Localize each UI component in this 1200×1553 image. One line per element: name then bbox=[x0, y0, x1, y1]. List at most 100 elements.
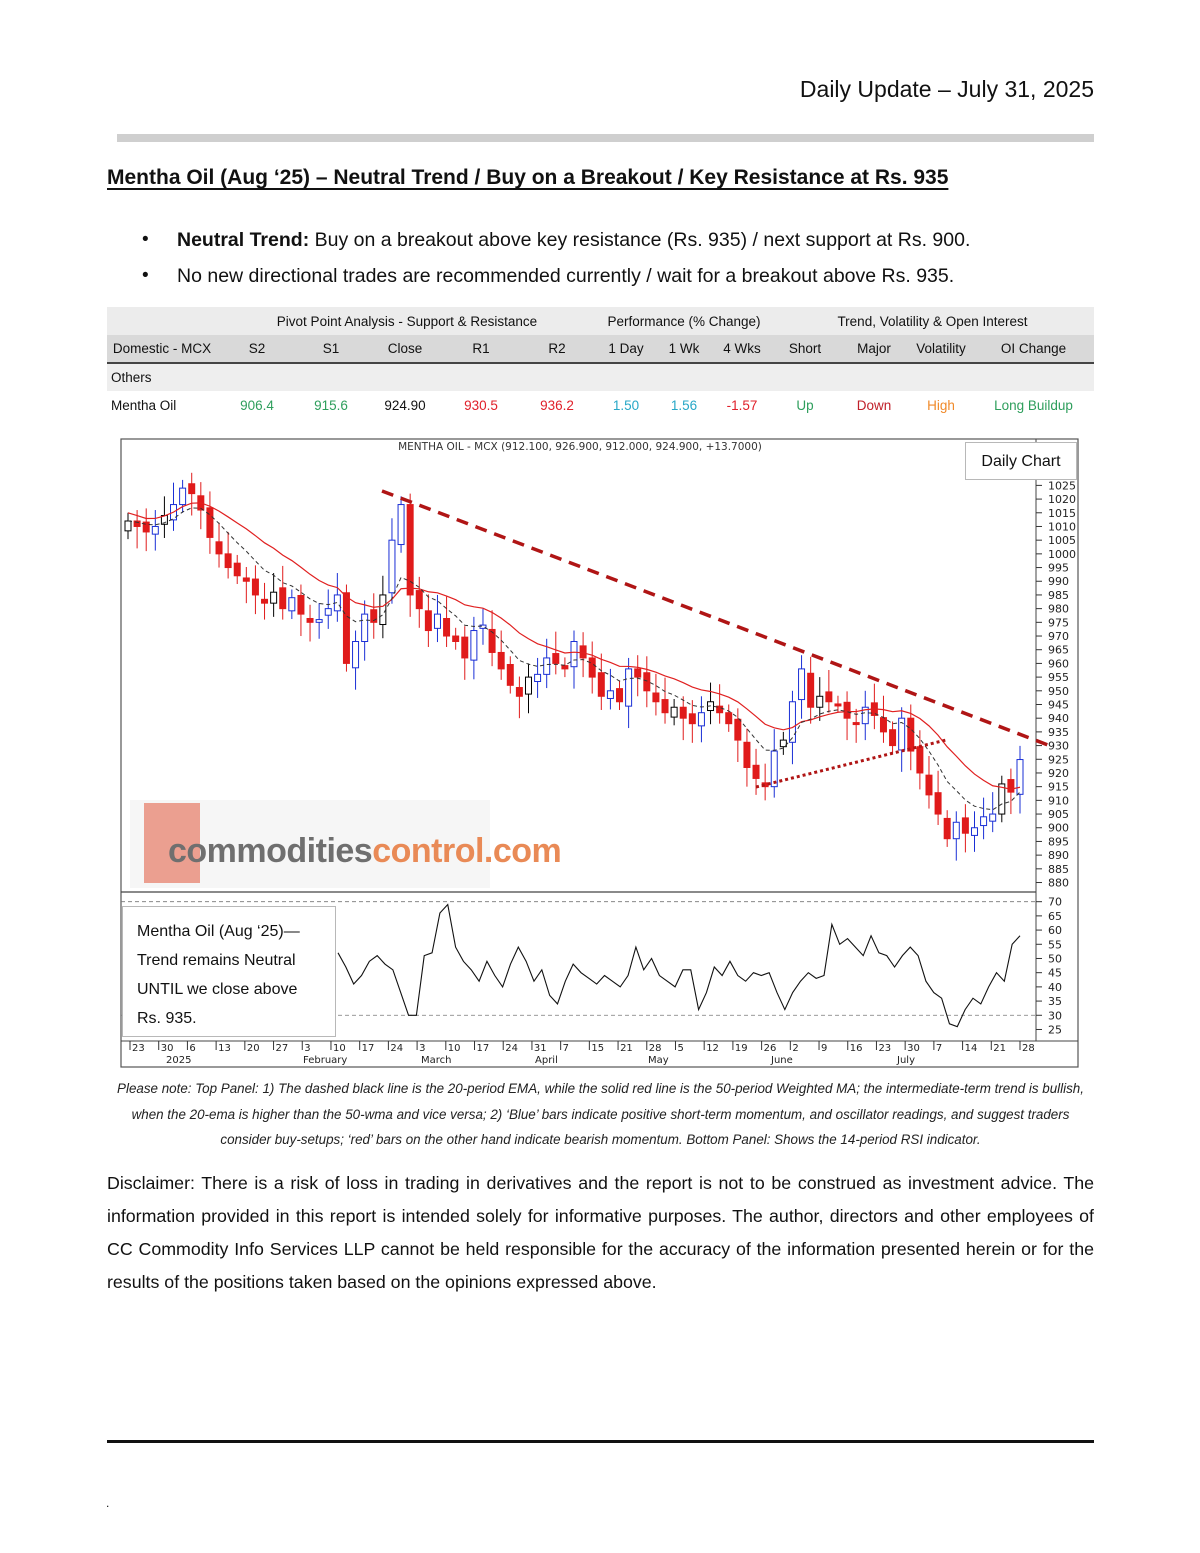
candle-body bbox=[643, 672, 651, 692]
price-tick-label: 980 bbox=[1048, 603, 1069, 616]
candle-body bbox=[443, 617, 451, 637]
candle-body bbox=[934, 792, 942, 815]
date-tick-label: 23 bbox=[132, 1043, 145, 1054]
chart-note: Please note: Top Panel: 1) The dashed bl… bbox=[107, 1076, 1094, 1153]
ema-20-line bbox=[127, 507, 1021, 811]
support-trendline bbox=[755, 738, 947, 789]
price-tick-label: 975 bbox=[1048, 616, 1069, 629]
rsi-levels bbox=[121, 901, 1036, 1016]
report-title: Mentha Oil (Aug ‘25) – Neutral Trend / B… bbox=[107, 166, 949, 189]
candle-body bbox=[461, 636, 469, 659]
candle-body bbox=[415, 590, 423, 610]
cell-volatility: High bbox=[927, 397, 955, 413]
candle-body bbox=[224, 553, 232, 569]
rsi-tick-label: 50 bbox=[1048, 952, 1062, 965]
rsi-tick-label: 35 bbox=[1048, 995, 1062, 1008]
scales-icon bbox=[144, 803, 200, 883]
date-tick-label: 14 bbox=[965, 1043, 978, 1054]
candle-body bbox=[670, 706, 678, 718]
price-tick-label: 925 bbox=[1048, 753, 1069, 766]
date-tick-label: 9 bbox=[821, 1043, 827, 1054]
candle-body bbox=[634, 668, 642, 678]
rsi-tick-label: 55 bbox=[1048, 938, 1062, 951]
col-header: Short bbox=[771, 335, 839, 364]
candle-body bbox=[834, 703, 842, 707]
col-header: OI Change bbox=[973, 335, 1094, 364]
price-tick-label: 965 bbox=[1048, 644, 1069, 657]
candle-body bbox=[261, 598, 269, 604]
candle-body bbox=[288, 597, 296, 612]
candle-body bbox=[889, 729, 897, 747]
price-tick-label: 950 bbox=[1048, 685, 1069, 698]
bullet-bold: Neutral Trend: bbox=[177, 229, 310, 251]
candle-body bbox=[424, 610, 432, 632]
cell-s1: 915.6 bbox=[314, 397, 348, 413]
candle-body bbox=[488, 628, 496, 653]
cell-1day: 1.50 bbox=[612, 397, 640, 413]
date-tick-label: 15 bbox=[591, 1043, 604, 1054]
candle-body bbox=[270, 591, 278, 604]
group-pivot: Pivot Point Analysis - Support & Resista… bbox=[217, 307, 597, 335]
note-text: Please note: Top Panel: 1) The dashed bl… bbox=[117, 1081, 1084, 1147]
price-tick-label: 900 bbox=[1048, 822, 1069, 835]
rsi-note: Mentha Oil (Aug ‘25)— Trend remains Neut… bbox=[122, 906, 336, 1037]
date-tick-label: 24 bbox=[390, 1043, 403, 1054]
candle-body bbox=[743, 741, 751, 768]
col-header: Major bbox=[839, 335, 909, 364]
col-header: S2 bbox=[217, 335, 297, 364]
candle-body bbox=[1007, 779, 1015, 793]
date-tick-label: 28 bbox=[649, 1043, 662, 1054]
candle-body bbox=[515, 687, 523, 697]
col-header: S1 bbox=[297, 335, 365, 364]
candle-body bbox=[524, 676, 532, 695]
candle-body bbox=[151, 525, 159, 535]
daily-chart-label: Daily Chart bbox=[965, 442, 1077, 480]
price-tick-label: 930 bbox=[1048, 740, 1069, 753]
month-label: June bbox=[770, 1055, 793, 1066]
wma-50-line bbox=[127, 502, 1021, 790]
col-header: Volatility bbox=[909, 335, 973, 364]
candle-body bbox=[242, 577, 250, 582]
candle-body bbox=[688, 713, 696, 725]
trend-lines bbox=[381, 489, 1049, 789]
price-tick-label: 995 bbox=[1048, 562, 1069, 575]
date-tick-label: 3 bbox=[304, 1043, 310, 1054]
candle-body bbox=[907, 717, 915, 752]
bullet-item: No new directional trades are recommende… bbox=[140, 258, 970, 294]
price-tick-label: 940 bbox=[1048, 712, 1069, 725]
price-tick-label: 1020 bbox=[1048, 493, 1076, 506]
table-group-row: Pivot Point Analysis - Support & Resista… bbox=[107, 307, 1094, 335]
candle-body bbox=[597, 672, 605, 697]
candle-body bbox=[843, 701, 851, 719]
candle-body bbox=[943, 817, 951, 840]
candle-body bbox=[470, 630, 478, 661]
month-label: 2025 bbox=[166, 1055, 191, 1066]
candle-body bbox=[570, 641, 578, 668]
col-header: 1 Wk bbox=[655, 335, 713, 364]
cell-r2: 936.2 bbox=[540, 397, 574, 413]
col-header: Close bbox=[365, 335, 445, 364]
candle-body bbox=[980, 816, 988, 827]
price-tick-label: 915 bbox=[1048, 781, 1069, 794]
candle-body bbox=[734, 718, 742, 741]
candle-body bbox=[561, 665, 569, 670]
watermark-text: commoditiescontrol.com bbox=[168, 832, 562, 871]
candle-body bbox=[206, 507, 214, 538]
group-trend: Trend, Volatility & Open Interest bbox=[771, 307, 1094, 335]
candle-body bbox=[251, 578, 259, 596]
price-tick-label: 1025 bbox=[1048, 479, 1076, 492]
candle-body bbox=[179, 487, 187, 506]
date-tick-label: 3 bbox=[419, 1043, 425, 1054]
bullet-text: Buy on a breakout above key resistance (… bbox=[309, 229, 971, 251]
price-tick-label: 1010 bbox=[1048, 520, 1076, 533]
candle-body bbox=[716, 705, 724, 714]
candle-body bbox=[788, 701, 796, 743]
group-blank bbox=[107, 307, 217, 335]
candle-body bbox=[588, 657, 596, 678]
date-tick-label: 27 bbox=[276, 1043, 289, 1054]
bullet-text: No new directional trades are recommende… bbox=[177, 265, 955, 287]
candle-body bbox=[279, 587, 287, 610]
date-tick-label: 17 bbox=[477, 1043, 490, 1054]
rsi-tick-label: 70 bbox=[1048, 896, 1062, 909]
